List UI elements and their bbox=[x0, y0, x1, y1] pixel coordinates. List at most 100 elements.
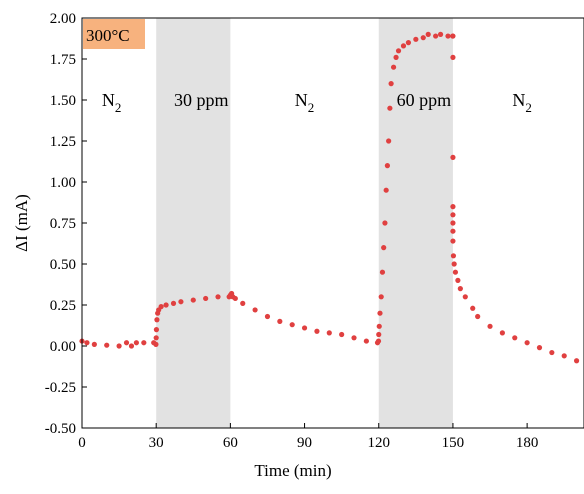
data-point bbox=[450, 204, 456, 210]
data-point bbox=[264, 313, 271, 320]
data-point bbox=[301, 325, 308, 331]
y-tick-label: -0.50 bbox=[45, 421, 76, 437]
data-point bbox=[445, 33, 451, 39]
data-point bbox=[153, 335, 159, 341]
x-tick-label: 120 bbox=[367, 435, 390, 451]
y-tick-label: 0.50 bbox=[50, 257, 76, 273]
concentration-label: 30 ppm bbox=[174, 90, 229, 110]
y-tick-label: -0.25 bbox=[45, 380, 76, 396]
data-point bbox=[178, 299, 184, 305]
data-point bbox=[433, 33, 439, 39]
temperature-label: 300°C bbox=[86, 26, 130, 45]
data-point bbox=[382, 220, 388, 226]
data-point bbox=[420, 35, 426, 41]
data-point bbox=[128, 343, 135, 349]
y-tick-label: 1.25 bbox=[50, 134, 76, 150]
data-point bbox=[351, 335, 357, 341]
gas-label: N2 bbox=[512, 90, 532, 115]
data-point bbox=[561, 353, 567, 359]
data-point bbox=[240, 300, 246, 306]
data-point bbox=[203, 295, 209, 302]
data-point bbox=[512, 335, 518, 341]
x-axis-label: Time (min) bbox=[254, 461, 331, 480]
data-point bbox=[388, 81, 394, 87]
y-axis-label: ΔI (mA) bbox=[12, 194, 31, 252]
data-point bbox=[450, 253, 457, 259]
shaded-regions bbox=[156, 18, 453, 428]
data-point bbox=[470, 305, 476, 311]
x-tick-label: 180 bbox=[516, 435, 539, 451]
temperature-badge bbox=[83, 19, 145, 49]
data-point bbox=[425, 31, 431, 37]
y-tick-label: 1.00 bbox=[50, 175, 76, 191]
data-point bbox=[405, 40, 412, 46]
data-point bbox=[375, 338, 382, 344]
x-tick-label: 30 bbox=[149, 435, 164, 451]
y-tick-label: 0.75 bbox=[50, 216, 76, 232]
data-point bbox=[499, 330, 505, 336]
x-tick-label: 0 bbox=[78, 435, 86, 451]
data-point bbox=[379, 269, 386, 275]
x-tick-label: 150 bbox=[442, 435, 465, 451]
data-point bbox=[451, 261, 457, 267]
data-point bbox=[170, 300, 177, 306]
data-point bbox=[452, 269, 459, 275]
y-axis-ticks: -0.50 -0.25 0.00 0.25 0.50 0.75 1.00 1.25 1.50 1.… bbox=[45, 11, 87, 437]
data-point bbox=[455, 277, 461, 283]
x-tick-label: 60 bbox=[223, 435, 238, 451]
data-point bbox=[84, 340, 90, 346]
data-point bbox=[339, 331, 345, 338]
data-point bbox=[123, 340, 130, 346]
data-point bbox=[158, 304, 164, 310]
data-point bbox=[450, 212, 456, 218]
data-point bbox=[549, 349, 555, 356]
data-point bbox=[413, 36, 419, 42]
data-point bbox=[383, 187, 389, 193]
data-point bbox=[462, 294, 468, 300]
x-tick-label: 90 bbox=[297, 435, 312, 451]
data-point bbox=[363, 338, 369, 344]
data-point bbox=[450, 228, 456, 234]
data-point bbox=[116, 343, 122, 349]
data-point bbox=[215, 294, 221, 300]
data-point bbox=[133, 340, 139, 346]
data-points bbox=[79, 31, 580, 364]
data-point bbox=[450, 238, 456, 244]
data-point bbox=[475, 313, 481, 320]
data-point bbox=[190, 297, 196, 303]
data-point bbox=[457, 286, 463, 292]
data-point bbox=[154, 317, 160, 323]
data-point bbox=[376, 323, 382, 329]
data-point bbox=[104, 342, 110, 348]
x-axis-ticks: 0 30 60 90 120 150 180 bbox=[78, 423, 538, 451]
data-point bbox=[384, 163, 390, 169]
shaded-region-1 bbox=[378, 18, 453, 428]
data-point bbox=[390, 64, 397, 70]
data-point bbox=[524, 340, 530, 346]
data-point bbox=[277, 318, 283, 324]
data-point bbox=[437, 31, 444, 37]
data-point bbox=[289, 322, 295, 328]
data-point bbox=[378, 294, 384, 300]
y-tick-label: 0.00 bbox=[50, 339, 76, 355]
data-point bbox=[450, 220, 456, 226]
data-point bbox=[400, 43, 407, 49]
data-point bbox=[153, 341, 159, 347]
data-point bbox=[450, 154, 456, 160]
shaded-region-0 bbox=[156, 18, 231, 428]
data-point bbox=[376, 331, 382, 338]
data-point bbox=[450, 54, 456, 60]
data-point bbox=[252, 307, 258, 313]
data-point bbox=[395, 48, 402, 54]
data-point bbox=[386, 138, 392, 144]
data-point bbox=[393, 54, 399, 60]
y-tick-label: 0.25 bbox=[50, 298, 76, 314]
concentration-label: 60 ppm bbox=[397, 90, 452, 110]
data-point bbox=[326, 330, 332, 336]
data-point bbox=[314, 328, 320, 334]
data-point bbox=[153, 327, 160, 333]
data-point bbox=[487, 323, 493, 329]
gas-label: N2 bbox=[102, 90, 122, 115]
